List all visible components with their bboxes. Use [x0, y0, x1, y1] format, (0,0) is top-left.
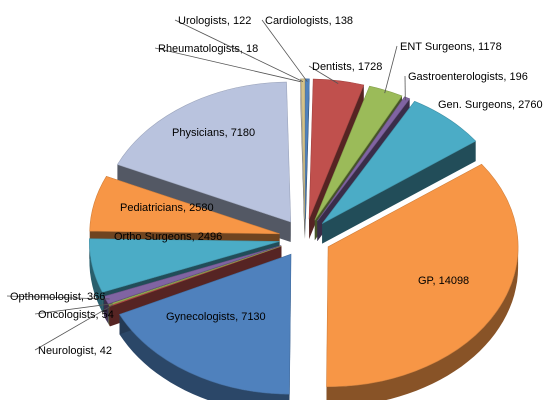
slice-physicians — [116, 81, 292, 223]
data-label-gen-surgeons: Gen. Surgeons, 2760 — [438, 99, 543, 111]
data-label-cardiologists: Cardiologists, 138 — [265, 15, 353, 27]
slice-gen-surgeons — [321, 100, 477, 224]
leader-line-rheumatologists — [154, 47, 301, 83]
slice-wall — [326, 247, 519, 400]
slice-edge — [322, 141, 476, 244]
slice-dentists — [308, 78, 365, 220]
data-label-oncologists: Oncologists, 54 — [38, 309, 114, 321]
slice-cardiologists — [305, 78, 310, 219]
slice-ent-surgeons — [314, 85, 403, 221]
slice-pediatricians — [89, 175, 280, 235]
slice-rheumatologists — [299, 78, 305, 219]
leader-line-neurologist — [34, 304, 114, 351]
slice-ortho-surgeons — [89, 238, 280, 293]
data-label-physicians: Physicians, 7180 — [172, 127, 255, 139]
data-label-gp: GP, 14098 — [418, 275, 469, 287]
leader-line-urologists — [174, 19, 304, 82]
leader-line-oncologists — [34, 303, 113, 315]
data-label-dentists: Dentists, 1728 — [312, 61, 382, 73]
slice-wall — [89, 238, 103, 313]
data-label-urologists: Urologists, 122 — [178, 15, 251, 27]
data-label-pediatricians: Pediatricians, 2580 — [120, 202, 214, 214]
data-label-ortho-surgeons: Ortho Surgeons, 2496 — [114, 231, 222, 243]
data-label-neurologist: Neurologist, 42 — [38, 345, 112, 357]
leader-line-opthomologist — [6, 295, 110, 300]
data-label-ent-surgeons: ENT Surgeons, 1178 — [400, 41, 502, 53]
data-label-rheumatologists: Rheumatologists, 18 — [158, 43, 258, 55]
leader-line-cardiologists — [261, 19, 308, 82]
data-label-gastroenterologists: Gastroenterologists, 196 — [408, 71, 528, 83]
slice-opthomologist — [103, 245, 282, 305]
leader-line-dentists — [308, 65, 339, 84]
data-label-opthomologist: Opthomologist, 366 — [10, 291, 105, 303]
slice-gynecologists — [119, 253, 292, 395]
leader-line-ent-surgeons — [384, 45, 398, 94]
slice-urologists — [300, 78, 306, 219]
slice-wall — [119, 314, 290, 400]
slice-gastroenterologists — [317, 96, 411, 222]
slice-edge — [117, 164, 291, 242]
data-label-gynecologists: Gynecologists, 7130 — [166, 311, 266, 323]
slice-gp — [326, 163, 519, 388]
